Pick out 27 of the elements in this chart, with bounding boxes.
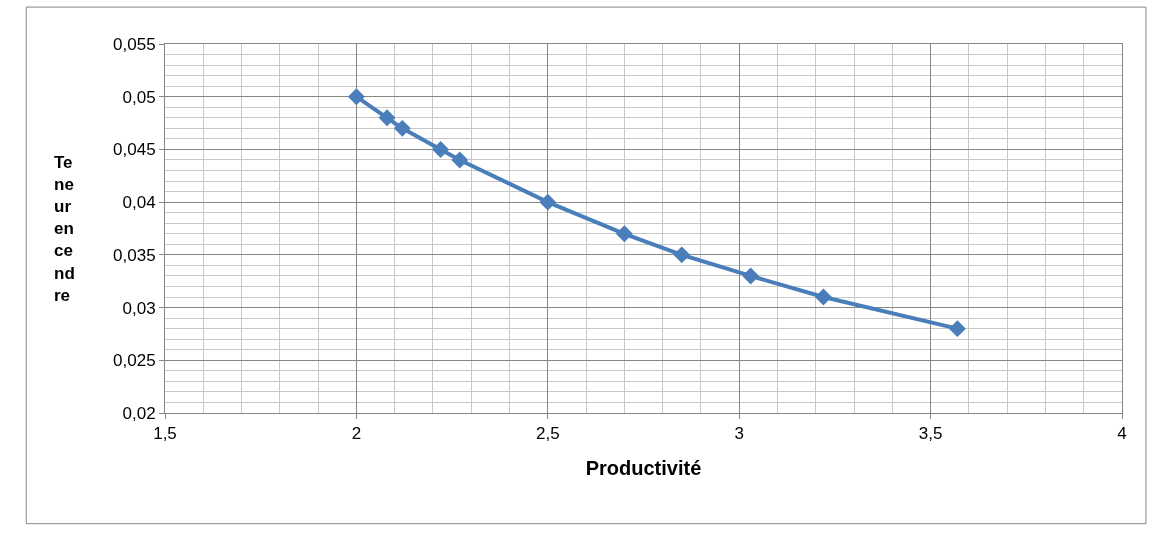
y-tick-label: 0,02 <box>122 403 156 423</box>
x-tick-label: 2,5 <box>535 424 560 444</box>
y-tick-label: 0,055 <box>113 34 156 54</box>
y-tick-label: 0,025 <box>113 351 156 371</box>
y-tick-label: 0,045 <box>113 140 156 160</box>
point <box>393 119 411 137</box>
y-tick-label: 0,03 <box>122 298 156 318</box>
point <box>814 288 832 306</box>
point <box>347 88 365 106</box>
point <box>539 193 557 211</box>
x-tick-label: 3 <box>734 424 744 444</box>
y-tick-label: 0,05 <box>122 87 156 107</box>
point <box>948 320 966 338</box>
x-axis-title: Productivité <box>585 456 702 479</box>
x-tick-label: 2 <box>351 424 362 444</box>
point <box>673 246 691 264</box>
point <box>432 140 450 158</box>
point <box>451 151 469 169</box>
y-axis-title: Teneur en cendre <box>54 153 75 305</box>
point <box>378 109 396 127</box>
point <box>742 267 760 285</box>
x-tick-label: 4 <box>1117 424 1127 444</box>
y-tick-label: 0,035 <box>113 245 156 265</box>
x-tick-label: 1,5 <box>153 424 177 444</box>
y-tick-label: 0,04 <box>122 193 156 213</box>
x-tick-label: 3,5 <box>918 424 943 444</box>
point <box>615 225 633 243</box>
